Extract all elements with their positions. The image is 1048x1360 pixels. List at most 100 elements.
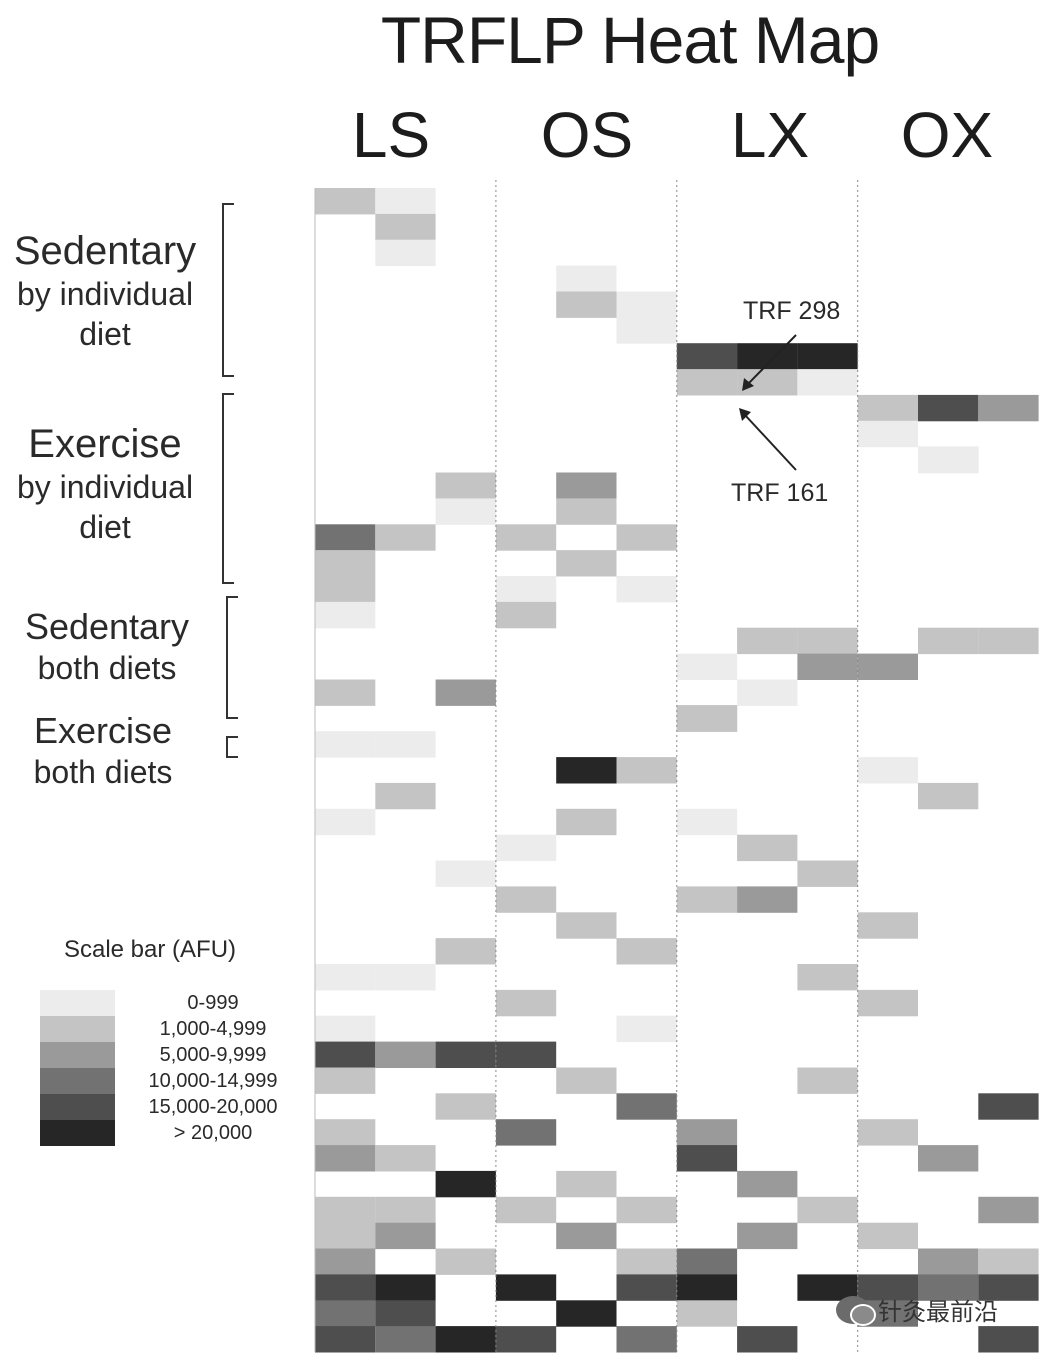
heatmap-cell: [676, 808, 738, 836]
heatmap-cell: [375, 213, 436, 241]
heatmap-cell: [435, 1093, 496, 1120]
row-group-sedentary-individual: Sedentary by individual diet: [0, 228, 210, 354]
heatmap-cell: [315, 808, 376, 836]
heatmap-cell: [556, 1222, 617, 1250]
heatmap-cell: [375, 1041, 436, 1068]
annotation-trf161: TRF 161: [731, 408, 828, 507]
heatmap-cell: [435, 1248, 496, 1275]
column-label-lx: LX: [730, 99, 810, 171]
heatmap-cell: [918, 1145, 979, 1172]
heatmap-cell: [495, 1274, 557, 1301]
heatmap-cell: [495, 524, 557, 551]
heatmap-cell: [375, 1326, 436, 1353]
heatmap-cell: [737, 1170, 798, 1198]
heatmap-cell: [495, 1326, 557, 1353]
heatmap-cell: [616, 1248, 677, 1275]
legend-swatch: [40, 1120, 115, 1146]
heatmap-cell: [616, 317, 677, 344]
heatmap-cell: [737, 834, 798, 862]
heatmap-cell: [315, 1145, 376, 1172]
heatmap-cell: [676, 1248, 738, 1275]
heatmap-cell: [857, 653, 918, 680]
row-group-sedentary-both: Sedentary both diets: [0, 606, 214, 688]
heatmap-cell: [315, 1222, 376, 1250]
column-label-ox: OX: [900, 99, 994, 171]
heatmap-cell: [556, 291, 617, 318]
row-group-main: Sedentary: [24, 606, 190, 647]
heatmap-cell: [435, 472, 496, 499]
row-group-sub: by individual: [16, 469, 194, 505]
heatmap-cell: [315, 524, 376, 551]
row-group-sub: both diets: [33, 754, 173, 790]
heatmap-cell: [978, 1326, 1039, 1353]
column-dividers: [314, 180, 859, 1352]
row-group-main: Exercise: [33, 710, 173, 751]
column-label-ls: LS: [351, 99, 431, 171]
heatmap-cell: [676, 1119, 738, 1146]
legend-title: Scale bar (AFU): [63, 936, 237, 963]
legend-label: 0-999: [187, 992, 239, 1014]
heatmap-cell: [616, 1015, 677, 1043]
heatmap-cell: [556, 808, 617, 836]
heatmap-cell: [616, 291, 677, 318]
row-group-sub: by individual: [16, 276, 194, 312]
heatmap-cell: [315, 1067, 376, 1094]
heatmap-cell: [556, 1067, 617, 1094]
heatmap-cell: [797, 343, 858, 370]
heatmap-cell: [315, 731, 376, 758]
heatmap-cell: [616, 576, 677, 603]
legend-row: 5,000-9,999: [40, 1042, 300, 1068]
legend-label: 15,000-20,000: [148, 1096, 278, 1118]
heatmap-cells: [315, 188, 1039, 1353]
heatmap-cell: [315, 964, 376, 991]
heatmap-cell: [797, 1067, 858, 1094]
heatmap-cell: [857, 912, 918, 939]
wechat-icon: [836, 1295, 876, 1326]
heatmap-cell: [616, 938, 677, 965]
heatmap-cell: [435, 860, 496, 887]
heatmap-cell: [315, 679, 376, 706]
heatmap-cell: [375, 782, 436, 810]
heatmap-cell: [435, 1170, 496, 1198]
row-group-exercise-individual: Exercise by individual diet: [0, 421, 210, 547]
heatmap-cell: [857, 1222, 918, 1250]
heatmap-cell: [737, 1222, 798, 1250]
heatmap-cell: [375, 1300, 436, 1327]
heatmap-cell: [495, 1041, 557, 1068]
row-group-main: Sedentary: [13, 229, 197, 273]
heatmap-cell: [315, 1300, 376, 1327]
heatmap-cell: [918, 394, 979, 422]
heatmap-cell: [375, 731, 436, 758]
heatmap-cell: [375, 239, 436, 267]
heatmap-cell: [556, 912, 617, 939]
legend-label: 1,000-4,999: [159, 1018, 267, 1040]
heatmap-cell: [797, 627, 858, 655]
legend-row: 1,000-4,999: [40, 1016, 300, 1042]
bracket-exercise-both: [226, 736, 238, 758]
heatmap-cell: [857, 757, 918, 784]
row-group-sub: diet: [79, 509, 131, 545]
heatmap-cell: [435, 938, 496, 965]
heatmap-cell: [315, 1041, 376, 1068]
heatmap-cell: [676, 705, 738, 732]
legend-row: > 20,000: [40, 1120, 300, 1146]
legend-swatch: [40, 990, 115, 1016]
heatmap-cell: [556, 472, 617, 499]
heatmap-cell: [676, 1145, 738, 1172]
legend-row: 0-999: [40, 990, 300, 1016]
heatmap-cell: [797, 1196, 858, 1224]
heatmap-cell: [737, 679, 798, 706]
heatmap-cell: [857, 1274, 918, 1301]
heatmap-cell: [676, 343, 738, 370]
heatmap-cell: [495, 1119, 557, 1146]
heatmap-cell: [918, 446, 979, 474]
heatmap-cell: [857, 420, 918, 448]
heatmap-cell: [616, 524, 677, 551]
heatmap-cell: [737, 886, 798, 913]
heatmap-cell: [857, 1119, 918, 1146]
heatmap-cell: [616, 757, 677, 784]
heatmap-cell: [556, 1170, 617, 1198]
heatmap-cell: [797, 964, 858, 991]
heatmap-cell: [978, 1274, 1039, 1301]
